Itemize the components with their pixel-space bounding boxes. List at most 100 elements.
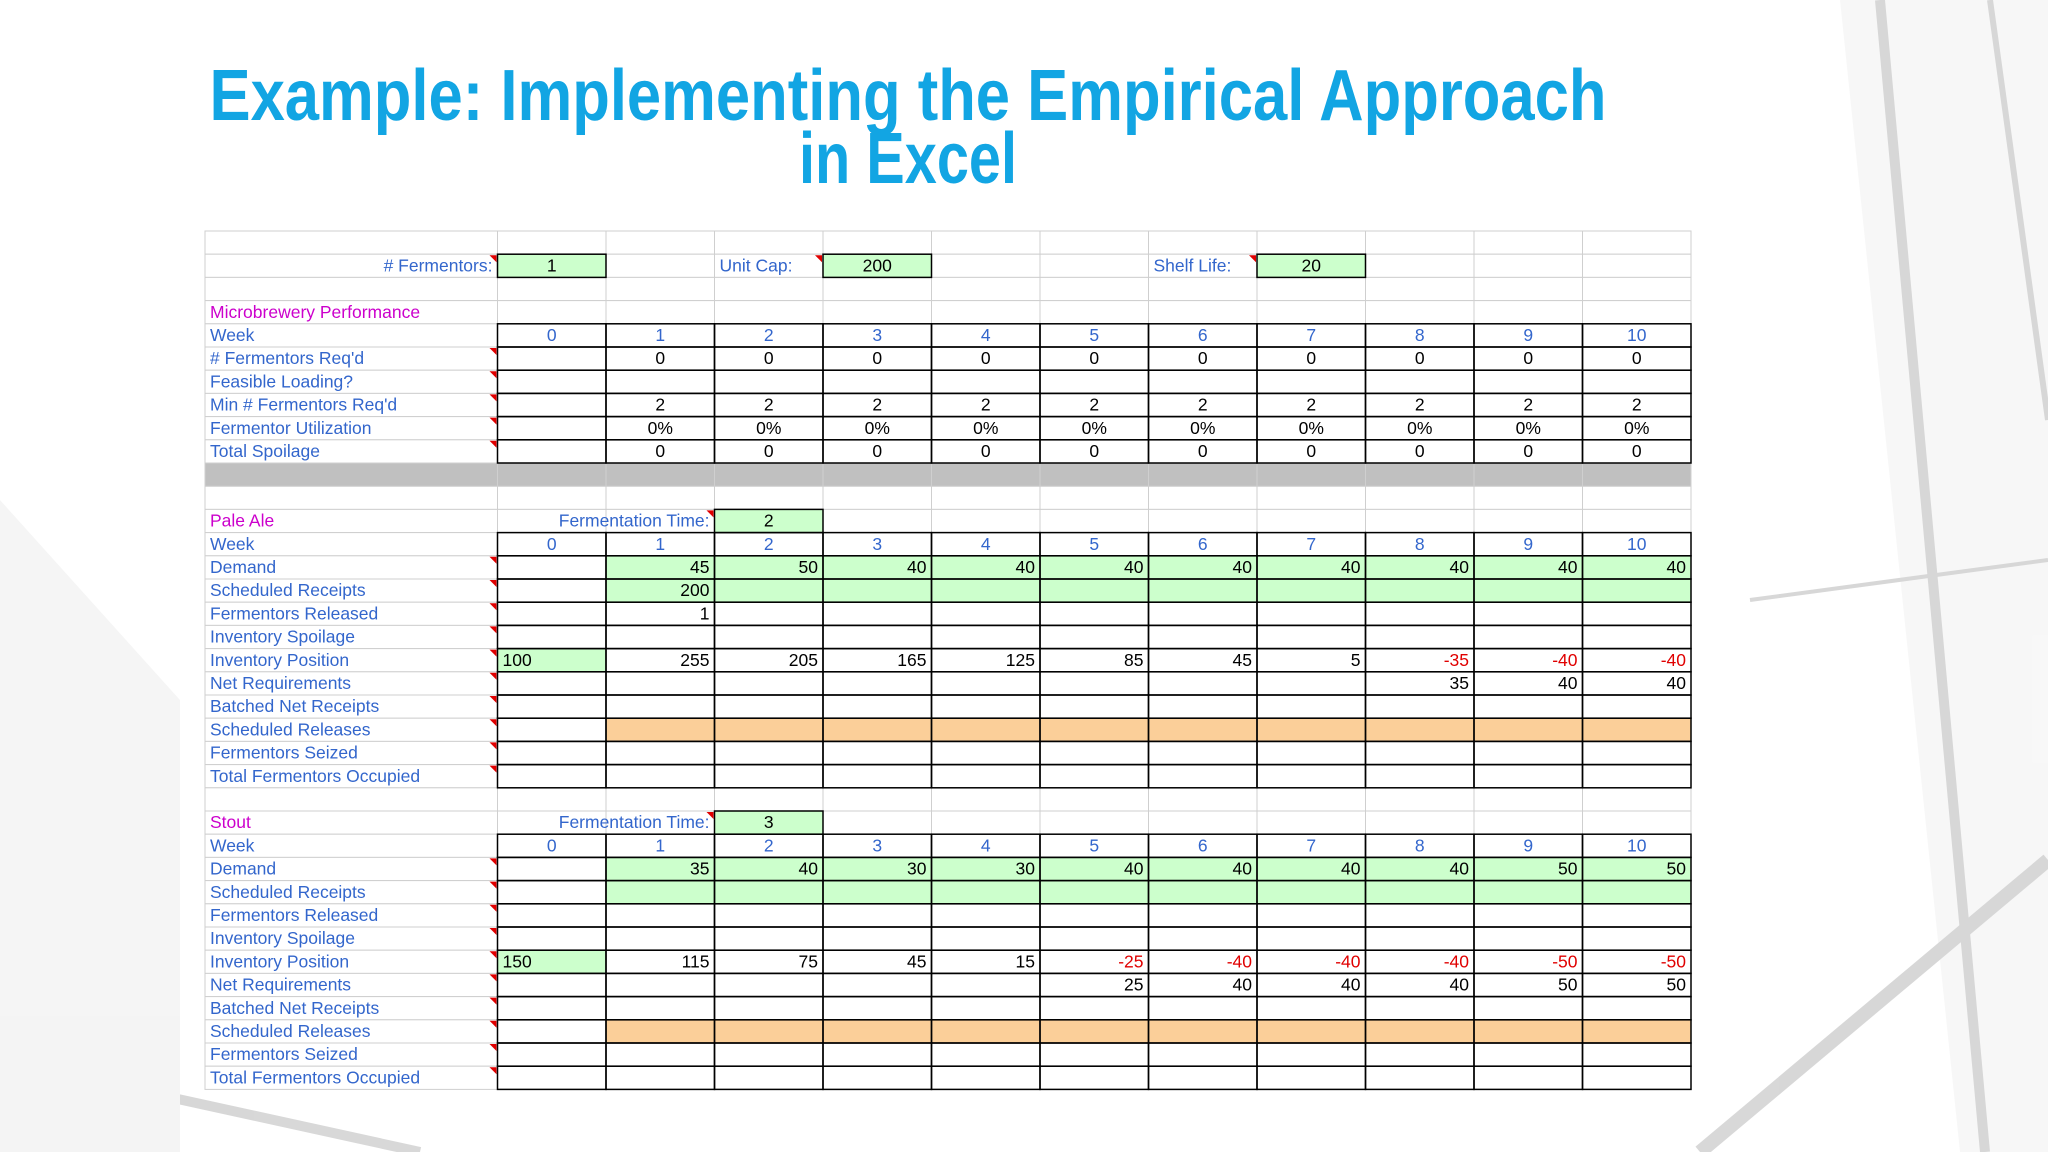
cell-value: 85 xyxy=(1124,650,1143,670)
decor-panel xyxy=(0,500,180,1152)
cell xyxy=(1365,624,1475,650)
cell xyxy=(822,926,932,951)
comment-marker xyxy=(489,928,497,935)
week-number: 2 xyxy=(764,835,774,855)
cell xyxy=(1582,253,1692,278)
cell-fill xyxy=(714,880,824,905)
cell-value: 100 xyxy=(503,650,532,670)
fermentation-time-label: Fermentation Time: xyxy=(559,812,710,832)
cell xyxy=(822,671,932,696)
cell-value: 0 xyxy=(1306,348,1316,368)
cell xyxy=(1473,253,1583,278)
cell-value: -40 xyxy=(1552,650,1578,670)
cell xyxy=(822,810,932,835)
cell-value: 0% xyxy=(1407,418,1432,438)
cell-value: -40 xyxy=(1227,951,1253,971)
cell-value: 0 xyxy=(1198,348,1208,368)
cell xyxy=(931,1065,1041,1090)
comment-marker xyxy=(489,742,497,750)
cell xyxy=(204,230,498,255)
row-label: Fermentors Seized xyxy=(210,1044,358,1064)
week-number: 10 xyxy=(1627,534,1647,554)
cell-fill xyxy=(931,578,1041,603)
cell-fill xyxy=(1365,717,1475,742)
row-label: Demand xyxy=(210,859,276,879)
cell-value: 0% xyxy=(1516,418,1541,438)
cell xyxy=(605,926,715,951)
cell-value: 50 xyxy=(1667,975,1687,995)
cell-value: -50 xyxy=(1661,951,1687,971)
cell xyxy=(1582,1042,1692,1067)
comment-marker xyxy=(489,603,497,611)
fermentation-time-label: Fermentation Time: xyxy=(559,511,710,531)
cell-fill xyxy=(714,578,824,603)
cell xyxy=(1148,926,1258,951)
cell-fill xyxy=(931,880,1041,905)
cell-fill xyxy=(496,253,607,279)
comment-marker xyxy=(489,626,497,634)
row-label: Week xyxy=(210,534,255,554)
cell-value: 0 xyxy=(872,441,882,461)
cell-value: 0 xyxy=(1198,441,1208,461)
cell xyxy=(931,694,1041,719)
cell xyxy=(822,694,932,719)
cell xyxy=(1256,1042,1366,1067)
cell xyxy=(931,300,1041,325)
cell xyxy=(605,671,715,696)
cell xyxy=(497,671,607,696)
row-label: Batched Net Receipts xyxy=(210,998,380,1018)
cell-value: 40 xyxy=(1341,557,1361,577)
week-number: 2 xyxy=(764,534,774,554)
comment-marker xyxy=(489,394,497,402)
row-label: Net Requirements xyxy=(210,673,351,693)
cell xyxy=(204,787,498,812)
cell xyxy=(497,230,607,255)
cell xyxy=(497,300,607,325)
comment-marker xyxy=(489,580,497,587)
cell xyxy=(1039,253,1149,278)
cell xyxy=(1473,903,1583,928)
cell-value: 2 xyxy=(1523,395,1533,415)
cell-value: 2 xyxy=(872,395,882,415)
cell xyxy=(1582,485,1692,510)
cell xyxy=(822,787,932,812)
cell xyxy=(1148,903,1258,928)
comment-marker xyxy=(489,951,497,959)
cell-fill xyxy=(1148,462,1258,487)
cell xyxy=(1365,740,1475,766)
cell xyxy=(1256,300,1366,325)
week-number: 8 xyxy=(1415,835,1425,855)
decor-line xyxy=(1987,0,2048,421)
cell-value: 0 xyxy=(764,441,774,461)
cell-fill xyxy=(1582,1019,1692,1044)
cell xyxy=(1039,764,1149,789)
cell xyxy=(1473,740,1583,766)
comment-marker xyxy=(489,881,497,889)
cell xyxy=(714,1042,824,1067)
cell xyxy=(931,485,1041,510)
cell-value: 40 xyxy=(1124,859,1144,879)
cell xyxy=(497,764,607,789)
row-label: Scheduled Releases xyxy=(210,1021,371,1041)
cell xyxy=(931,276,1041,302)
cell-fill xyxy=(822,253,933,279)
cell-fill xyxy=(1473,717,1583,742)
cell-value: 0 xyxy=(764,348,774,368)
cell-value: 35 xyxy=(690,859,709,879)
row-label: # Fermentors Req'd xyxy=(210,348,364,368)
cell-value: 40 xyxy=(1341,859,1361,879)
cell-value: 40 xyxy=(907,557,927,577)
cell xyxy=(204,485,498,510)
cell xyxy=(714,300,824,325)
week-number: 8 xyxy=(1415,325,1425,345)
cell xyxy=(1256,601,1366,626)
cell-border xyxy=(1581,1065,1692,1091)
comment-marker xyxy=(489,1067,497,1075)
cell xyxy=(1365,787,1475,812)
cell xyxy=(1039,369,1149,394)
cell xyxy=(497,1019,607,1044)
cell-fill xyxy=(1039,717,1149,742)
cell-value: 2 xyxy=(1306,395,1316,415)
